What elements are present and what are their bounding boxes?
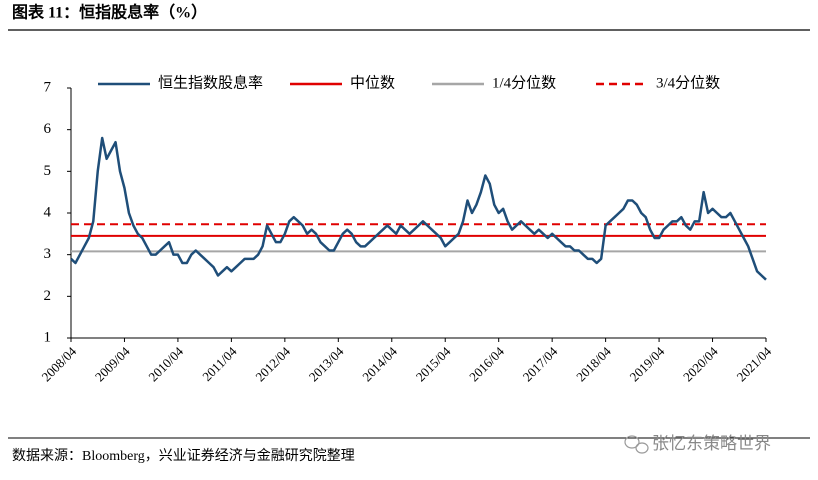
x-tick-label: 2021/04 [733,343,774,384]
x-tick-label: 2018/04 [573,343,614,384]
x-tick-label: 2010/04 [145,343,186,384]
y-tick-label: 4 [44,204,52,220]
y-tick-label: 3 [44,246,52,262]
legend-label: 中位数 [350,74,395,91]
watermark-icon [624,435,649,454]
legend-label: 恒生指数股息率 [158,74,263,91]
legend-label: 1/4分位数 [492,74,556,91]
series-line [70,136,767,281]
legend-label: 3/4分位数 [656,74,720,91]
x-tick-label: 2009/04 [92,343,133,384]
x-tick-label: 2017/04 [520,343,561,384]
x-tick-label: 2013/04 [306,343,347,384]
x-tick-label: 2014/04 [359,343,400,384]
y-tick-label: 2 [44,288,52,304]
title: 图表 11：恒指股息率（%） [12,3,207,22]
watermark: 张忆东策略世界 [652,434,771,454]
x-tick-label: 2012/04 [252,343,293,384]
y-tick-label: 1 [44,329,52,345]
x-tick-label: 2011/04 [199,343,240,384]
x-tick-label: 2020/04 [680,343,721,384]
source: 数据来源：Bloomberg，兴业证券经济与金融研究院整理 [12,448,355,464]
y-tick-label: 7 [44,79,52,95]
y-tick-label: 6 [44,121,52,137]
x-tick-label: 2019/04 [627,343,668,384]
x-tick-label: 2015/04 [413,343,454,384]
x-tick-label: 2016/04 [466,343,507,384]
y-tick-label: 5 [44,163,52,179]
x-tick-label: 2008/04 [38,343,79,384]
